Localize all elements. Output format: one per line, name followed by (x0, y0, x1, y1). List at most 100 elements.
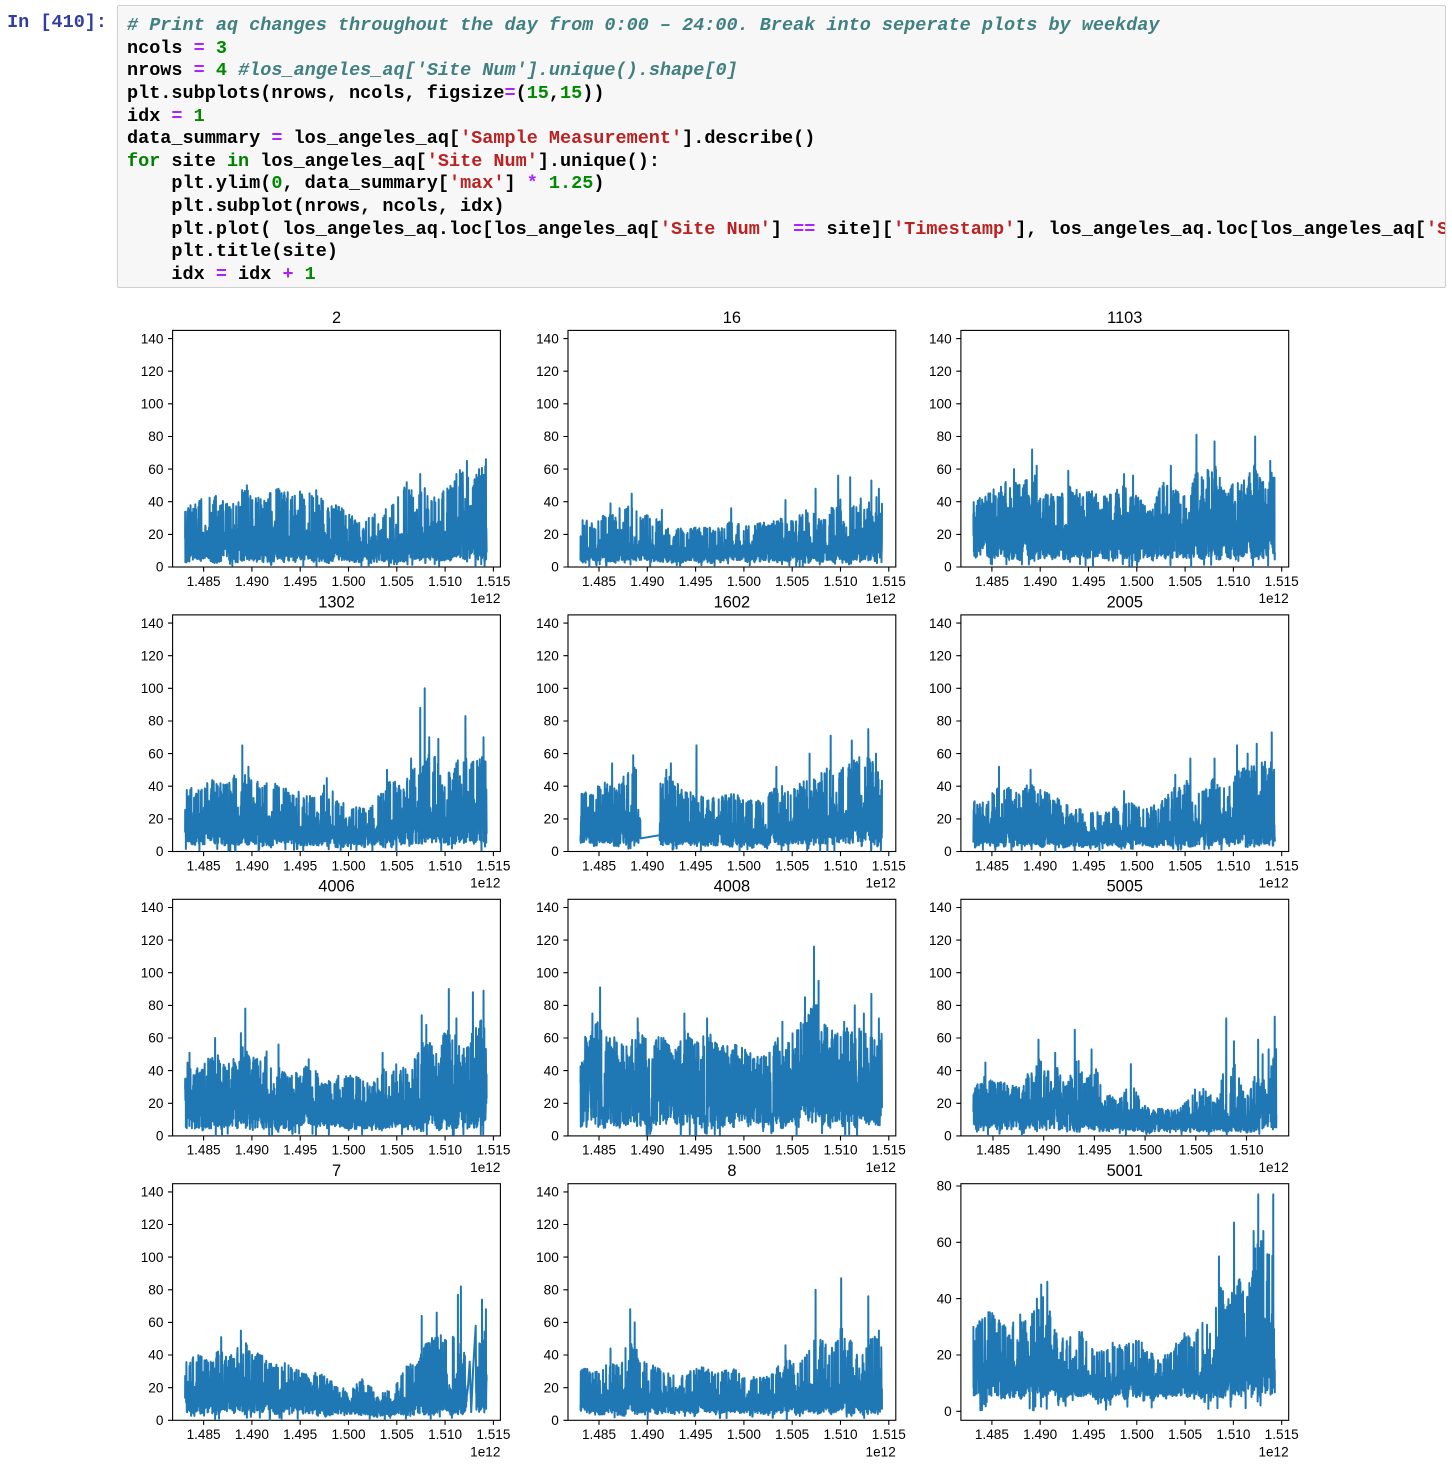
svg-text:1.505: 1.505 (775, 574, 809, 589)
svg-text:120: 120 (141, 1217, 164, 1232)
svg-text:1.500: 1.500 (331, 574, 365, 589)
svg-text:1.515: 1.515 (1265, 574, 1299, 589)
svg-text:1.510: 1.510 (823, 858, 857, 873)
svg-text:20: 20 (148, 812, 164, 827)
svg-text:7: 7 (332, 1162, 341, 1180)
svg-text:1.515: 1.515 (1265, 858, 1299, 873)
svg-text:100: 100 (141, 681, 164, 696)
svg-text:140: 140 (536, 616, 559, 631)
svg-text:100: 100 (929, 965, 952, 980)
svg-text:100: 100 (536, 397, 559, 412)
svg-text:1e12: 1e12 (470, 1445, 500, 1460)
svg-text:4008: 4008 (714, 878, 750, 896)
svg-text:1.485: 1.485 (187, 574, 221, 589)
svg-text:100: 100 (536, 681, 559, 696)
svg-text:1.505: 1.505 (380, 1143, 414, 1158)
svg-text:60: 60 (544, 746, 560, 761)
svg-text:1.500: 1.500 (331, 858, 365, 873)
svg-text:1.485: 1.485 (975, 1427, 1009, 1442)
svg-text:120: 120 (141, 648, 164, 663)
svg-text:20: 20 (937, 812, 953, 827)
svg-text:1.515: 1.515 (476, 858, 510, 873)
svg-text:0: 0 (551, 1129, 559, 1144)
svg-text:40: 40 (544, 1348, 560, 1363)
svg-text:140: 140 (929, 331, 952, 346)
svg-text:1.490: 1.490 (235, 858, 269, 873)
svg-text:1e12: 1e12 (470, 591, 500, 606)
svg-text:1.490: 1.490 (630, 858, 664, 873)
svg-text:1.495: 1.495 (1071, 858, 1105, 873)
svg-text:1.495: 1.495 (283, 858, 317, 873)
svg-text:140: 140 (929, 616, 952, 631)
svg-text:1e12: 1e12 (470, 1160, 500, 1175)
svg-text:1.515: 1.515 (476, 1143, 510, 1158)
svg-text:1.490: 1.490 (1023, 1427, 1057, 1442)
svg-text:1602: 1602 (714, 593, 750, 611)
svg-text:1.505: 1.505 (1168, 858, 1202, 873)
svg-text:1.505: 1.505 (775, 1143, 809, 1158)
svg-text:140: 140 (141, 900, 164, 915)
svg-text:1.500: 1.500 (331, 1143, 365, 1158)
svg-text:60: 60 (148, 1315, 164, 1330)
svg-text:0: 0 (944, 1404, 952, 1419)
svg-text:1.510: 1.510 (428, 574, 462, 589)
svg-text:120: 120 (929, 648, 952, 663)
svg-text:5001: 5001 (1107, 1162, 1143, 1180)
svg-text:0: 0 (156, 844, 164, 859)
svg-text:1.500: 1.500 (1120, 1427, 1154, 1442)
svg-text:1.490: 1.490 (630, 1143, 664, 1158)
svg-text:0: 0 (944, 560, 952, 575)
svg-text:40: 40 (544, 779, 560, 794)
svg-text:1.515: 1.515 (872, 1143, 906, 1158)
svg-text:120: 120 (536, 364, 559, 379)
svg-text:1.500: 1.500 (1120, 574, 1154, 589)
svg-text:1.500: 1.500 (727, 574, 761, 589)
svg-text:1.490: 1.490 (235, 1427, 269, 1442)
svg-text:1.505: 1.505 (1179, 1143, 1213, 1158)
svg-text:60: 60 (148, 1031, 164, 1046)
svg-text:0: 0 (551, 560, 559, 575)
svg-text:0: 0 (944, 1129, 952, 1144)
svg-text:1.495: 1.495 (679, 1143, 713, 1158)
svg-text:1e12: 1e12 (470, 876, 500, 891)
svg-text:20: 20 (937, 1096, 953, 1111)
svg-text:1.510: 1.510 (823, 1427, 857, 1442)
svg-text:1.500: 1.500 (331, 1427, 365, 1442)
svg-text:80: 80 (937, 429, 953, 444)
svg-text:1.485: 1.485 (582, 858, 616, 873)
svg-text:20: 20 (544, 1096, 560, 1111)
svg-text:1.495: 1.495 (283, 574, 317, 589)
svg-text:8: 8 (727, 1162, 736, 1180)
svg-text:5005: 5005 (1107, 878, 1143, 896)
svg-text:1.495: 1.495 (679, 858, 713, 873)
svg-text:1.515: 1.515 (872, 1427, 906, 1442)
svg-text:1.490: 1.490 (235, 574, 269, 589)
svg-text:1.505: 1.505 (380, 1427, 414, 1442)
svg-text:40: 40 (148, 494, 164, 509)
svg-text:2: 2 (332, 309, 341, 327)
svg-text:1.500: 1.500 (727, 858, 761, 873)
svg-text:1.485: 1.485 (187, 1427, 221, 1442)
svg-text:1.510: 1.510 (428, 858, 462, 873)
svg-text:1.510: 1.510 (1216, 1427, 1250, 1442)
svg-text:1.490: 1.490 (630, 574, 664, 589)
svg-text:1.510: 1.510 (428, 1427, 462, 1442)
svg-text:1.505: 1.505 (775, 1427, 809, 1442)
svg-text:80: 80 (148, 429, 164, 444)
svg-text:1e12: 1e12 (866, 1160, 896, 1175)
svg-text:1.490: 1.490 (235, 1143, 269, 1158)
svg-text:1.485: 1.485 (582, 1143, 616, 1158)
svg-text:100: 100 (141, 1250, 164, 1265)
svg-text:1.485: 1.485 (975, 574, 1009, 589)
svg-text:1.515: 1.515 (872, 858, 906, 873)
svg-text:1.495: 1.495 (283, 1427, 317, 1442)
svg-text:60: 60 (544, 1031, 560, 1046)
svg-text:40: 40 (544, 1063, 560, 1078)
svg-text:100: 100 (929, 681, 952, 696)
svg-text:40: 40 (148, 779, 164, 794)
svg-text:140: 140 (536, 900, 559, 915)
svg-text:1e12: 1e12 (1258, 591, 1288, 606)
svg-text:1e12: 1e12 (1258, 1445, 1288, 1460)
svg-text:1.515: 1.515 (1265, 1427, 1299, 1442)
svg-text:140: 140 (141, 1185, 164, 1200)
